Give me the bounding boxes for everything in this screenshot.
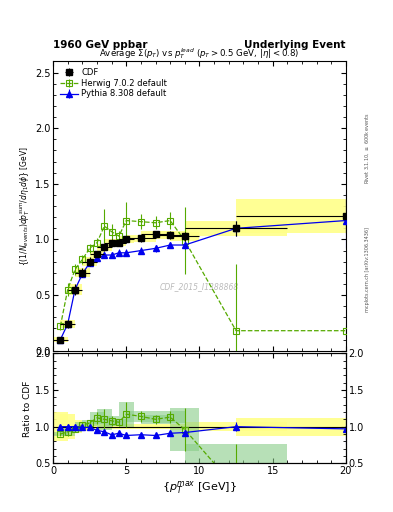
Title: Average $\Sigma(p_T)$ vs $p_T^{lead}$ ($p_T > 0.5$ GeV, $|\eta| < 0.8$): Average $\Sigma(p_T)$ vs $p_T^{lead}$ ($… <box>99 47 299 61</box>
Text: CDF_2015_I1388868: CDF_2015_I1388868 <box>160 283 239 291</box>
Y-axis label: Ratio to CDF: Ratio to CDF <box>23 380 32 437</box>
Text: Underlying Event: Underlying Event <box>244 40 346 50</box>
X-axis label: $\{p_T^{max}$ [GeV]$\}$: $\{p_T^{max}$ [GeV]$\}$ <box>162 479 237 496</box>
Y-axis label: $\{(1/N_{events}) dp_T^{sum}/d\eta_1 d\phi\}$ [GeV]: $\{(1/N_{events}) dp_T^{sum}/d\eta_1 d\p… <box>18 146 32 266</box>
Text: mcplots.cern.ch [arXiv:1306.3436]: mcplots.cern.ch [arXiv:1306.3436] <box>365 227 370 312</box>
Text: 1960 GeV ppbar: 1960 GeV ppbar <box>53 40 147 50</box>
Text: Rivet 3.1.10, $\geq$ 600k events: Rivet 3.1.10, $\geq$ 600k events <box>364 112 371 184</box>
Legend: CDF, Herwig 7.0.2 default, Pythia 8.308 default: CDF, Herwig 7.0.2 default, Pythia 8.308 … <box>57 66 170 101</box>
